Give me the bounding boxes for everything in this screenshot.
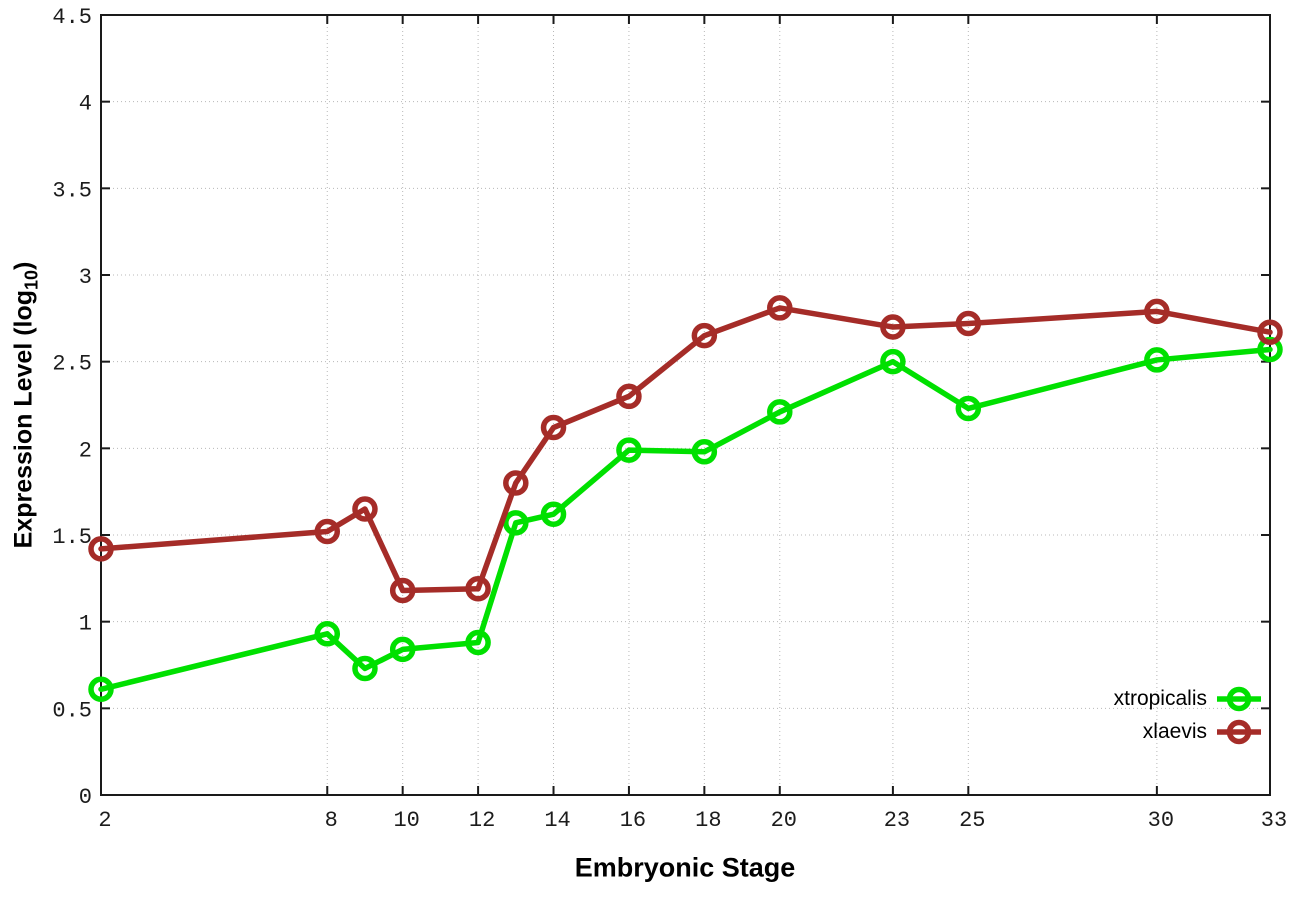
y-tick-label: 1.5: [52, 525, 92, 550]
x-tick-label: 10: [393, 808, 419, 833]
y-axis-title: Expression Level (log10): [9, 262, 42, 549]
data-point-xlaevis-9: [352, 496, 378, 522]
data-point-xtropicalis-18: [691, 439, 718, 465]
data-point-xlaevis-20: [767, 295, 793, 321]
data-point-xtropicalis-16: [616, 437, 642, 463]
y-tick-label: 1: [79, 612, 92, 637]
data-point-xtropicalis-25: [955, 395, 982, 422]
y-tick-label: 0: [79, 785, 92, 810]
y-axis-title-text: Expression Level (log: [9, 289, 38, 549]
series-line-xtropicalis: [98, 346, 1273, 693]
data-point-xtropicalis-20: [767, 399, 793, 425]
legend-row-xtropicalis: xtropicalis: [1114, 682, 1262, 715]
x-tick-label: 23: [884, 808, 910, 833]
legend-marker-xtropicalis-icon: [1217, 686, 1261, 711]
data-point-xtropicalis-10: [389, 636, 416, 663]
data-point-xtropicalis-9: [352, 655, 378, 682]
x-tick-label: 8: [325, 808, 338, 833]
data-point-xlaevis-18: [691, 322, 718, 349]
legend-sample-point: [1226, 719, 1252, 744]
y-tick-label: 0.5: [52, 698, 92, 723]
legend-marker-xlaevis-icon: [1217, 719, 1261, 744]
data-point-xlaevis-13: [503, 470, 529, 496]
data-point-xlaevis-23: [880, 314, 906, 340]
data-point-xtropicalis-30: [1144, 347, 1170, 373]
y-tick-label: 3: [79, 265, 92, 290]
x-tick-label: 16: [620, 808, 646, 833]
x-tick-label: 30: [1148, 808, 1174, 833]
x-tick-label: 20: [771, 808, 797, 833]
data-point-xtropicalis-2: [88, 676, 114, 703]
y-axis-title-close: ): [9, 261, 38, 270]
data-point-xlaevis-33: [1257, 319, 1283, 345]
data-point-xlaevis-12: [465, 575, 491, 602]
data-point-xlaevis-25: [955, 310, 982, 337]
y-tick-label: 4.5: [52, 5, 92, 30]
x-tick-label: 2: [98, 808, 111, 833]
x-tick-label: 25: [959, 808, 985, 833]
y-tick-label: 3.5: [52, 178, 92, 203]
legend-sample-point: [1226, 686, 1252, 711]
x-tick-label: 12: [469, 808, 495, 833]
data-point-xlaevis-14: [540, 414, 567, 441]
y-tick-label: 2: [79, 438, 92, 463]
plot-border: [100, 14, 1271, 796]
legend-row-xlaevis: xlaevis: [1143, 715, 1262, 748]
data-point-xtropicalis-8: [314, 621, 341, 647]
y-axis-title-subscript: 10: [21, 269, 42, 290]
data-point-xlaevis-2: [88, 536, 114, 562]
x-tick-label: 18: [695, 808, 721, 833]
legend: xtropicalis xlaevis: [1114, 682, 1262, 748]
y-tick-label: 2.5: [52, 352, 92, 377]
x-tick-label: 33: [1261, 808, 1287, 833]
legend-label-xtropicalis: xtropicalis: [1113, 686, 1207, 710]
data-point-xlaevis-10: [389, 577, 416, 604]
x-tick-label: 14: [544, 808, 570, 833]
x-axis-title: Embryonic Stage: [574, 852, 796, 883]
data-point-xtropicalis-23: [880, 348, 906, 375]
y-tick-label: 4: [79, 92, 92, 117]
legend-label-xlaevis: xlaevis: [1142, 719, 1207, 743]
data-point-xlaevis-30: [1144, 298, 1170, 325]
data-point-xtropicalis-14: [540, 501, 567, 527]
data-point-xtropicalis-12: [465, 629, 491, 656]
data-point-xlaevis-8: [314, 518, 341, 545]
data-point-xtropicalis-13: [503, 510, 529, 536]
data-point-xlaevis-16: [616, 383, 642, 410]
